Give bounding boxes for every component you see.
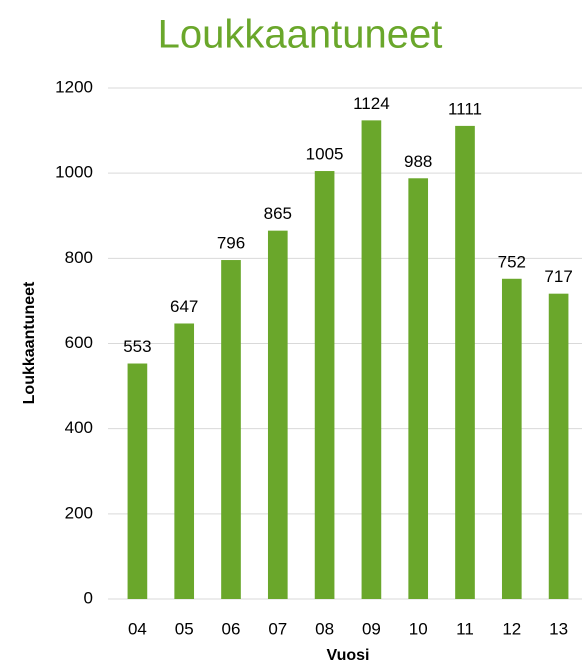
- chart-title: Loukkaantuneet: [158, 13, 443, 57]
- bar: [361, 120, 382, 599]
- data-label: 1111: [448, 99, 482, 118]
- x-tick-label: 10: [409, 619, 428, 638]
- bar: [174, 323, 195, 599]
- x-tick-label: 07: [268, 619, 287, 638]
- x-tick-label: 04: [128, 619, 147, 638]
- bar: [267, 230, 288, 599]
- data-label: 865: [264, 204, 292, 223]
- data-label: 647: [170, 297, 198, 316]
- data-label: 717: [544, 267, 572, 286]
- x-tick-label: 12: [502, 619, 521, 638]
- y-tick-label: 200: [65, 503, 93, 522]
- y-tick-label: 600: [65, 333, 93, 352]
- bar: [455, 125, 475, 599]
- x-tick-label: 13: [549, 619, 568, 638]
- y-tick-label: 800: [65, 248, 93, 267]
- data-label: 796: [217, 234, 245, 253]
- bar: [501, 278, 522, 599]
- bar: [314, 171, 335, 599]
- bar: [408, 178, 429, 599]
- x-tick-label: 05: [175, 619, 194, 638]
- x-tick-label: 11: [456, 619, 474, 638]
- y-tick-label: 0: [84, 588, 93, 607]
- x-axis-label: Vuosi: [327, 647, 370, 664]
- data-label: 988: [404, 152, 432, 171]
- data-label: 752: [498, 252, 526, 271]
- x-tick-label: 06: [222, 619, 241, 638]
- y-tick-label: 1000: [55, 163, 93, 182]
- data-label: 1124: [353, 94, 390, 113]
- data-label: 553: [123, 337, 151, 356]
- y-tick-label: 1200: [55, 77, 93, 96]
- bar: [548, 293, 569, 599]
- y-axis-label: Loukkaantuneet: [21, 281, 38, 404]
- bar: [127, 363, 148, 599]
- data-label: 1005: [306, 145, 344, 164]
- y-tick-label: 400: [65, 418, 93, 437]
- x-tick-label: 08: [315, 619, 334, 638]
- bar: [221, 260, 241, 599]
- x-tick-label: 09: [362, 619, 381, 638]
